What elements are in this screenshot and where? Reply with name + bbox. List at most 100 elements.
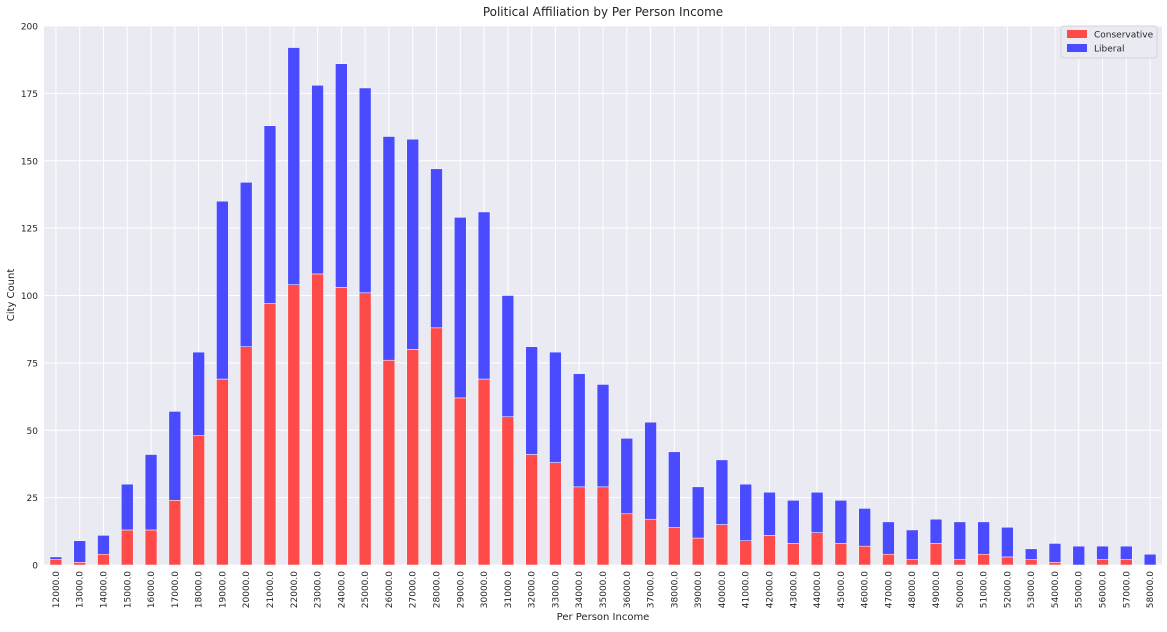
x-tick-label: 29000.0	[456, 571, 466, 608]
bar-liberal-35000-0	[596, 384, 610, 488]
x-tick-label: 56000.0	[1099, 571, 1109, 608]
bar-conservative-12000-0	[49, 559, 63, 566]
x-tick-label: 38000.0	[670, 571, 680, 608]
x-tick-label: 57000.0	[1122, 571, 1132, 608]
bar-conservative-20000-0	[239, 346, 253, 566]
bar-conservative-31000-0	[501, 416, 515, 566]
bar-liberal-54000-0	[1048, 543, 1062, 563]
bar-liberal-53000-0	[1024, 548, 1038, 560]
bar-liberal-13000-0	[73, 540, 86, 563]
bar-liberal-30000-0	[477, 211, 491, 380]
x-tick-label: 16000.0	[147, 571, 157, 608]
bar-conservative-28000-0	[430, 327, 443, 566]
bar-conservative-52000-0	[1001, 556, 1014, 566]
bar-conservative-53000-0	[1024, 559, 1038, 566]
bar-liberal-15000-0	[121, 483, 134, 531]
bar-conservative-14000-0	[97, 553, 110, 566]
bar-conservative-24000-0	[335, 287, 348, 566]
bar-liberal-29000-0	[454, 217, 467, 399]
bar-liberal-57000-0	[1120, 545, 1133, 560]
bar-conservative-25000-0	[358, 292, 372, 566]
bar-conservative-54000-0	[1048, 562, 1062, 566]
bar-conservative-26000-0	[382, 359, 396, 566]
bar-conservative-32000-0	[525, 454, 538, 566]
bar-liberal-16000-0	[144, 454, 158, 531]
bar-liberal-42000-0	[763, 491, 776, 536]
bar-conservative-22000-0	[287, 284, 300, 566]
bar-liberal-26000-0	[382, 136, 396, 361]
bar-liberal-47000-0	[882, 521, 895, 555]
x-tick-label: 43000.0	[789, 571, 799, 608]
bar-liberal-43000-0	[787, 500, 800, 544]
x-tick-label: 39000.0	[694, 571, 704, 608]
y-tick-label: 150	[21, 157, 38, 167]
x-tick-label: 13000.0	[76, 571, 86, 608]
bars-layer	[49, 47, 1157, 566]
x-tick-label: 49000.0	[932, 571, 942, 608]
bar-conservative-37000-0	[644, 518, 657, 566]
bar-liberal-18000-0	[192, 351, 205, 436]
bar-liberal-44000-0	[810, 491, 824, 533]
bar-liberal-31000-0	[501, 295, 515, 418]
x-tick-label: 17000.0	[171, 571, 181, 608]
x-tick-label: 37000.0	[647, 571, 657, 608]
legend: Conservative Liberal	[1060, 25, 1158, 59]
bar-liberal-19000-0	[216, 200, 229, 380]
bar-conservative-46000-0	[858, 545, 871, 566]
bar-conservative-27000-0	[406, 349, 419, 566]
x-tick-label: 18000.0	[195, 571, 205, 608]
bar-liberal-36000-0	[620, 438, 633, 515]
y-tick-label: 25	[27, 494, 38, 504]
bar-conservative-51000-0	[977, 553, 990, 566]
y-axis-label: City Count	[6, 269, 17, 322]
y-tick-label: 200	[21, 23, 38, 33]
bar-liberal-48000-0	[906, 529, 919, 560]
bar-conservative-56000-0	[1096, 559, 1109, 566]
x-tick-label: 35000.0	[599, 571, 609, 608]
x-tick-label: 41000.0	[742, 571, 752, 608]
x-tick-label: 46000.0	[861, 571, 871, 608]
x-tick-label: 26000.0	[385, 571, 395, 608]
x-tick-label: 53000.0	[1027, 571, 1037, 608]
bar-liberal-56000-0	[1096, 545, 1109, 560]
x-tick-label: 19000.0	[218, 571, 228, 608]
bar-liberal-45000-0	[834, 500, 848, 544]
x-tick-label: 34000.0	[575, 571, 585, 608]
bar-liberal-52000-0	[1001, 527, 1014, 558]
bar-conservative-15000-0	[121, 529, 134, 566]
bar-conservative-34000-0	[573, 486, 586, 566]
x-tick-label: 22000.0	[290, 571, 300, 608]
bar-conservative-13000-0	[73, 562, 86, 566]
legend-swatch-conservative	[1067, 30, 1087, 38]
y-tick-label: 50	[27, 427, 39, 437]
x-tick-label: 24000.0	[337, 571, 347, 608]
bar-conservative-36000-0	[620, 513, 633, 566]
x-tick-label: 33000.0	[551, 571, 561, 608]
bar-liberal-32000-0	[525, 346, 538, 455]
x-tick-label: 45000.0	[837, 571, 847, 608]
bar-conservative-39000-0	[691, 537, 705, 566]
bar-liberal-58000-0	[1143, 553, 1157, 566]
x-tick-label: 54000.0	[1051, 571, 1061, 608]
x-tick-label: 21000.0	[266, 571, 276, 608]
y-tick-label: 75	[27, 359, 38, 369]
bar-liberal-33000-0	[549, 351, 562, 463]
bar-conservative-18000-0	[192, 435, 205, 566]
bar-conservative-23000-0	[311, 273, 324, 566]
bar-conservative-42000-0	[763, 535, 776, 566]
x-tick-label: 31000.0	[504, 571, 514, 608]
x-tick-label: 47000.0	[884, 571, 894, 608]
bar-conservative-47000-0	[882, 553, 895, 566]
bar-liberal-41000-0	[739, 483, 752, 541]
bar-conservative-30000-0	[477, 378, 491, 566]
x-tick-label: 14000.0	[99, 571, 109, 608]
bar-liberal-27000-0	[406, 138, 419, 350]
bar-conservative-19000-0	[216, 378, 229, 566]
x-tick-label: 15000.0	[123, 571, 133, 608]
bar-liberal-12000-0	[49, 556, 63, 560]
y-tick-label: 0	[32, 562, 38, 572]
bar-liberal-39000-0	[691, 486, 705, 539]
bar-liberal-14000-0	[97, 535, 110, 555]
